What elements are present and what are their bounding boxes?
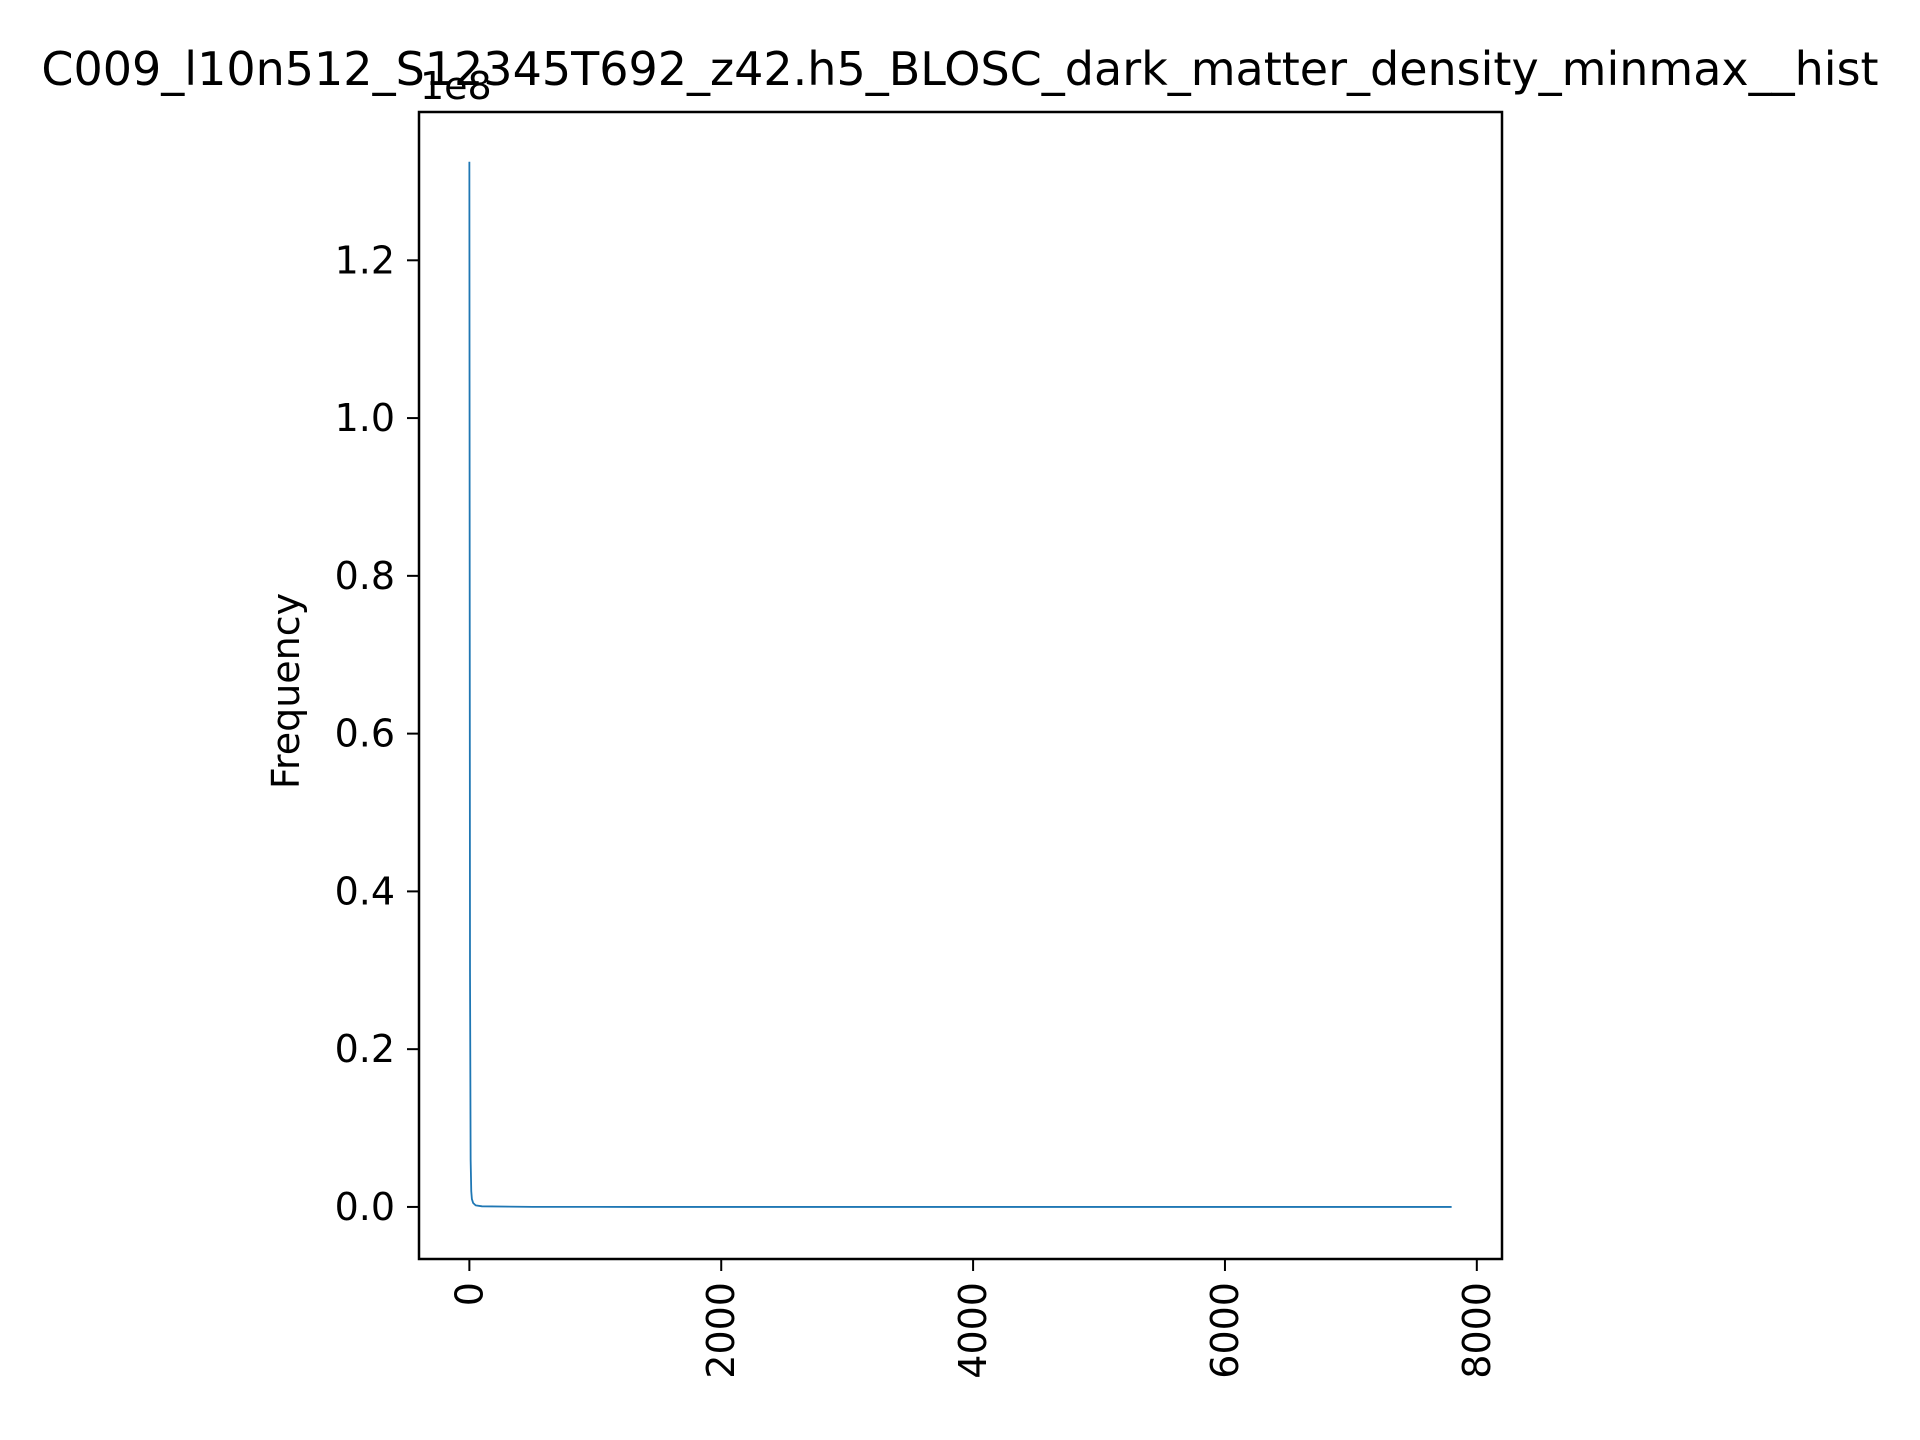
y-axis-label: Frequency xyxy=(264,593,308,789)
y-tick-label: 0.6 xyxy=(335,712,395,756)
y-tick-label: 0.4 xyxy=(335,869,395,913)
y-offset-label: 1e8 xyxy=(420,64,492,108)
chart-title: C009_l10n512_S12345T692_z42.h5_BLOSC_dar… xyxy=(41,42,1878,96)
axes-frame xyxy=(417,110,1504,1261)
y-tick-label: 0.8 xyxy=(335,554,395,598)
plot-area: 0 2000 4000 6000 8000 0.0 0.2 0.4 0.6 0.8 1.0 1.2 xyxy=(335,110,1504,1379)
y-tick-label: 1.2 xyxy=(335,238,395,282)
x-tick-label: 8000 xyxy=(1455,1282,1499,1379)
x-tick-label: 2000 xyxy=(699,1282,743,1379)
x-tick-label: 0 xyxy=(447,1282,491,1306)
y-tick-label: 0.2 xyxy=(335,1027,395,1071)
x-tick-label: 6000 xyxy=(1203,1282,1247,1379)
series-line-0 xyxy=(468,161,1452,1208)
y-tick-label: 1.0 xyxy=(335,396,395,440)
y-tick-label: 0.0 xyxy=(335,1185,395,1229)
x-tick-label: 4000 xyxy=(951,1282,995,1379)
